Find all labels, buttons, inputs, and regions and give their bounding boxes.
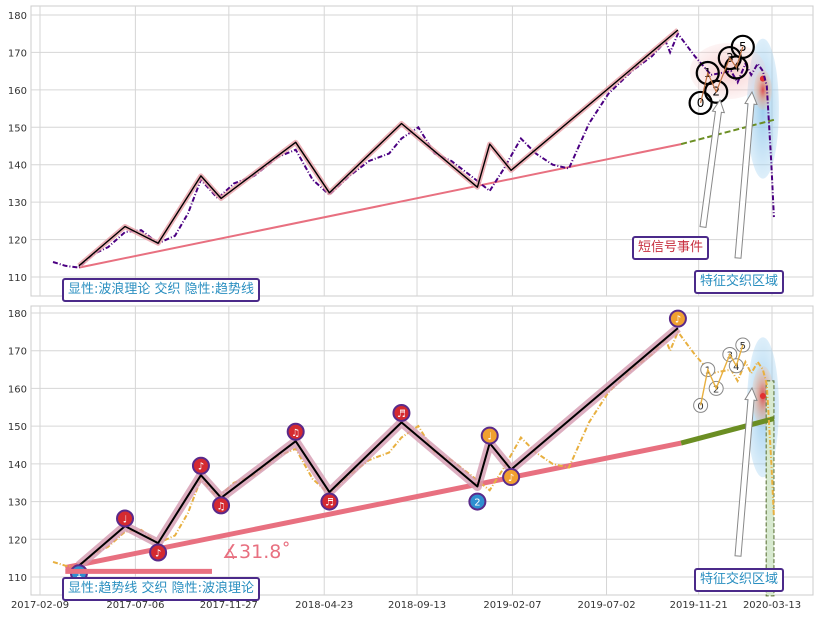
bottom-y-tick-label: 170	[8, 347, 27, 358]
top-signal-path	[700, 46, 744, 104]
wave-marker-glyph: 2	[474, 498, 480, 509]
top-feature-zone-box: 特征交织区域	[694, 270, 785, 294]
top-trend-extension-line	[680, 118, 775, 146]
wave-marker	[286, 422, 305, 441]
signal-point-ring	[735, 337, 751, 353]
wave-marker-glyph: ♩	[487, 432, 492, 443]
bottom-signal-path	[699, 344, 744, 406]
wave-marker-glyph: ♫	[217, 501, 226, 512]
wave-marker-glyph: ♪	[155, 548, 161, 559]
bottom-legend-box: 显性:趋势线 交织 隐性:波浪理论	[62, 577, 261, 601]
top-y-tick-label: 170	[8, 48, 27, 59]
wave-marker	[191, 456, 210, 475]
bottom-legend-text: 显性:趋势线 交织 隐性:波浪理论	[68, 581, 255, 596]
wave-marker	[480, 426, 499, 445]
wave-marker-glyph: ♪	[675, 315, 681, 326]
bottom-y-tick-label: 180	[8, 309, 27, 320]
top-y-tick-label: 150	[8, 123, 27, 134]
wave-marker-glyph: ♫	[291, 428, 300, 439]
top-y-tick-label: 180	[8, 11, 27, 22]
bottom-wave-line	[78, 327, 679, 567]
bottom-drop-zone	[765, 380, 775, 597]
top-y-tick-label: 140	[8, 161, 27, 172]
top-legend-text: 显性:波浪理论 交织 隐性:趋势线	[68, 282, 255, 297]
bottom-y-tick-label: 160	[8, 384, 27, 395]
bottom-y-tick-label: 130	[8, 498, 27, 509]
wave-marker-glyph: 1	[76, 569, 82, 580]
angle-label: ∡31.8˚	[222, 540, 291, 564]
short-signal-text: 短信号事件	[638, 240, 704, 255]
wave-marker	[320, 492, 339, 511]
bottom-feature-zone-dot	[759, 392, 766, 399]
signal-point-label: 4	[733, 362, 739, 373]
bottom-panel: 1101201301401501601701801♩♪♪♫♫♬♬2♩♪♪0123…	[8, 306, 813, 611]
x-tick-label: 2020-03-13	[743, 600, 801, 611]
wave-marker	[149, 543, 168, 562]
wave-marker-glyph: ♪	[198, 462, 204, 473]
bottom-feature-zone-text: 特征交织区域	[700, 572, 779, 587]
x-tick-label: 2019-07-02	[577, 600, 635, 611]
short-signal-arrow	[699, 98, 726, 228]
top-feature-zone-arrow	[734, 90, 758, 259]
bottom-price-series	[52, 329, 775, 569]
wave-marker-glyph: ♬	[325, 498, 334, 509]
top-trend-line	[78, 143, 682, 269]
signal-point-label: 0	[697, 401, 703, 412]
bottom-trend-line	[64, 440, 682, 571]
bottom-feature-zone-arrow	[734, 386, 758, 557]
wave-marker	[468, 492, 487, 511]
bottom-y-tick-label: 110	[8, 573, 27, 584]
x-tick-label: 2019-11-21	[670, 600, 728, 611]
top-y-tick-label: 110	[8, 273, 27, 284]
wave-marker	[212, 496, 231, 515]
bottom-feature-zone-box: 特征交织区域	[694, 568, 785, 592]
x-tick-label: 2017-11-27	[200, 600, 258, 611]
signal-point-ring	[688, 90, 713, 116]
bottom-y-tick-label: 150	[8, 422, 27, 433]
short-signal-box: 短信号事件	[632, 236, 710, 260]
bottom-trend-extension-line	[680, 416, 775, 446]
wave-marker	[116, 509, 135, 528]
wave-marker	[392, 403, 411, 422]
wave-marker-glyph: ♪	[508, 473, 514, 484]
x-tick-label: 2017-07-06	[106, 600, 164, 611]
top-y-tick-label: 130	[8, 198, 27, 209]
x-tick-label: 2018-09-13	[388, 600, 446, 611]
bottom-y-tick-label: 120	[8, 535, 27, 546]
top-price-series	[52, 31, 775, 269]
x-tick-label: 2018-04-23	[295, 600, 353, 611]
top-legend-box: 显性:波浪理论 交织 隐性:趋势线	[62, 278, 261, 302]
signal-point-ring	[730, 34, 755, 59]
signal-point-ring	[704, 79, 729, 104]
top-y-tick-label: 160	[8, 86, 27, 97]
top-wave-line	[78, 29, 679, 267]
wave-marker-glyph: ♬	[397, 409, 406, 420]
wave-marker	[502, 468, 521, 487]
wave-marker-glyph: ♩	[123, 515, 128, 526]
angle-label-text: ∡31.8˚	[222, 541, 291, 563]
wave-marker	[668, 309, 687, 328]
top-feature-zone-text: 特征交织区域	[700, 274, 779, 289]
bottom-y-tick-label: 140	[8, 460, 27, 471]
top-y-tick-label: 120	[8, 236, 27, 247]
x-tick-label: 2019-02-07	[483, 600, 541, 611]
x-tick-label: 2017-02-09	[11, 600, 69, 611]
